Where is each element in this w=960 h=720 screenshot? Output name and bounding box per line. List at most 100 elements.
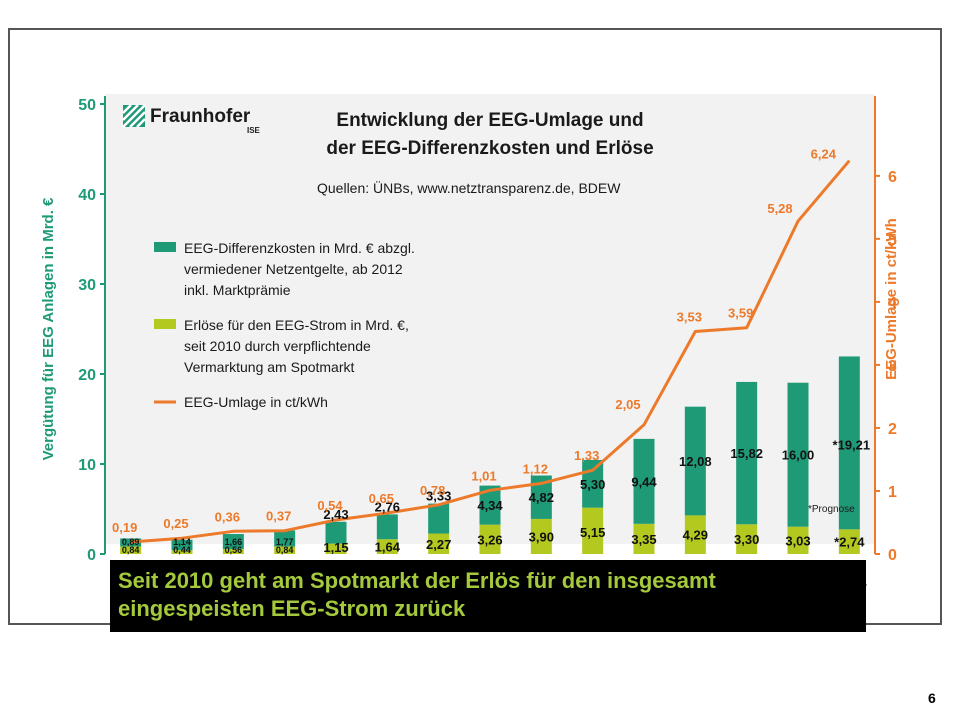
bar-erloese-2010 <box>633 523 655 554</box>
prognose-annotation: *Prognose <box>808 504 855 515</box>
y-tick-label-right-0: 0 <box>888 547 897 564</box>
y-tick-label-right-2: 2 <box>888 421 897 438</box>
y-tick-label-right-5: 5 <box>888 232 897 249</box>
bar-erloese-2003 <box>274 546 296 554</box>
label-erloese-2014: *2,74 <box>834 535 865 550</box>
bar-differenzkosten-2008 <box>530 475 552 519</box>
bar-erloese-2014 <box>838 529 860 554</box>
legend-text-diff-1: vermiedener Netzentgelte, ab 2012 <box>184 261 403 277</box>
label-umlage-2011: 3,53 <box>677 310 702 325</box>
legend-text-erl-1: seit 2010 durch verpflichtende <box>184 338 371 354</box>
bar-differenzkosten-2007 <box>479 485 501 525</box>
label-umlage-2000: 0,19 <box>112 520 137 535</box>
bar-erloese-2009 <box>582 507 604 554</box>
chart: Fraunhofer ISE Entwicklung der EEG-Umlag… <box>30 88 910 593</box>
label-differenzkosten-2012: 15,82 <box>730 446 763 461</box>
label-erloese-2012: 3,30 <box>734 532 759 547</box>
logo-sub: ISE <box>247 126 261 135</box>
bar-erloese-2012 <box>736 524 758 554</box>
caption-line2: eingespeisten EEG-Strom zurück <box>118 596 466 621</box>
label-umlage-2001: 0,25 <box>163 516 188 531</box>
label-erloese-2003: 0,84 <box>276 545 294 555</box>
y-tick-label-right-6: 6 <box>888 169 897 186</box>
label-erloese-2008: 3,90 <box>529 529 554 544</box>
bar-erloese-2004 <box>325 543 347 554</box>
label-differenzkosten-2009: 5,30 <box>580 477 605 492</box>
label-umlage-2010: 2,05 <box>615 397 640 412</box>
page-number: 6 <box>928 690 936 706</box>
bar-erloese-2001 <box>171 550 193 554</box>
bar-erloese-2013 <box>787 526 809 554</box>
bar-differenzkosten-2004 <box>325 521 347 544</box>
bar-differenzkosten-2010 <box>633 438 655 524</box>
bar-erloese-2007 <box>479 524 501 554</box>
label-umlage-2014: 6,24 <box>811 147 837 162</box>
legend-text-erl-2: Vermarktung am Spotmarkt <box>184 359 355 375</box>
label-umlage-2004: 0,54 <box>317 498 343 513</box>
label-umlage-2003: 0,37 <box>266 509 291 524</box>
label-erloese-2011: 4,29 <box>683 528 708 543</box>
bar-differenzkosten-2006 <box>428 503 450 534</box>
label-erloese-2010: 3,35 <box>631 532 656 547</box>
label-differenzkosten-2003: 1,77 <box>276 537 294 547</box>
bar-erloese-2008 <box>530 518 552 554</box>
y-tick-label-right-4: 4 <box>888 295 897 312</box>
bar-differenzkosten-2003 <box>274 530 296 547</box>
label-differenzkosten-2001: 1,14 <box>173 537 191 547</box>
legend-text-diff-0: EEG-Differenzkosten in Mrd. € abzgl. <box>184 240 415 256</box>
legend-swatch-diff <box>154 242 176 252</box>
y-tick-label-left-50: 50 <box>78 97 96 114</box>
bars <box>120 356 860 554</box>
label-erloese-2005: 1,64 <box>375 540 401 555</box>
label-umlage-2008: 1,12 <box>523 461 548 476</box>
slide-frame: Fraunhofer ISE Entwicklung der EEG-Umlag… <box>8 28 942 625</box>
y-axis-left-title: Vergütung für EEG Anlagen in Mrd. € <box>40 197 57 460</box>
legend-text-uml-0: EEG-Umlage in ct/kWh <box>184 394 328 410</box>
fraunhofer-logo-mark <box>122 104 146 128</box>
bar-erloese-2005 <box>376 539 398 554</box>
label-differenzkosten-2014: *19,21 <box>833 437 871 452</box>
bar-erloese-2006 <box>428 533 450 554</box>
bar-differenzkosten-2011 <box>684 406 706 516</box>
legend-swatch-erl <box>154 319 176 329</box>
umlage-line-path <box>130 159 851 544</box>
y-tick-label-left-30: 30 <box>78 277 96 294</box>
label-differenzkosten-2002: 1,66 <box>225 537 243 547</box>
label-umlage-2006: 0,78 <box>420 483 445 498</box>
y-tick-label-left-0: 0 <box>87 547 96 564</box>
label-umlage-2002: 0,36 <box>215 509 240 524</box>
bar-differenzkosten-2014 <box>838 356 860 530</box>
legend-text-erl-0: Erlöse für den EEG-Strom in Mrd. €, <box>184 317 409 333</box>
y-tick-label-left-20: 20 <box>78 367 96 384</box>
bar-erloese-2011 <box>684 515 706 554</box>
legend-text-diff-2: inkl. Marktprämie <box>184 282 291 298</box>
label-umlage-2012: 3,59 <box>728 306 753 321</box>
label-erloese-2007: 3,26 <box>477 532 502 547</box>
label-erloese-2004: 1,15 <box>323 540 348 555</box>
bar-erloese-2002 <box>222 548 244 554</box>
chart-title-line1: Entwicklung der EEG-Umlage und <box>336 110 643 131</box>
chart-svg: Fraunhofer ISE Entwicklung der EEG-Umlag… <box>40 94 900 592</box>
caption-line1: Seit 2010 geht am Spotmarkt der Erlös fü… <box>118 568 716 593</box>
bar-differenzkosten-2013 <box>787 382 809 527</box>
label-umlage-2005: 0,65 <box>369 491 394 506</box>
bar-erloese-2000 <box>120 546 142 554</box>
label-umlage-2007: 1,01 <box>471 468 496 483</box>
label-differenzkosten-2000: 0,89 <box>122 537 140 547</box>
y-tick-label-right-1: 1 <box>888 484 897 501</box>
label-erloese-2002: 0,56 <box>225 545 243 555</box>
bar-differenzkosten-2000 <box>120 538 142 547</box>
label-differenzkosten-2011: 12,08 <box>679 454 712 469</box>
label-erloese-2013: 3,03 <box>785 533 810 548</box>
label-differenzkosten-2007: 4,34 <box>477 498 503 513</box>
label-erloese-2006: 2,27 <box>426 537 451 552</box>
bar-differenzkosten-2012 <box>736 381 758 525</box>
data-labels: 0,840,890,190,441,140,250,561,660,360,84… <box>112 147 870 555</box>
chart-sources: Quellen: ÜNBs, www.netztransparenz.de, B… <box>317 179 621 196</box>
legend: EEG-Differenzkosten in Mrd. € abzgl. verm… <box>154 240 415 410</box>
label-differenzkosten-2013: 16,00 <box>782 448 815 463</box>
label-differenzkosten-2005: 2,76 <box>375 499 400 514</box>
chart-title-line2: der EEG-Differenzkosten und Erlöse <box>326 138 653 159</box>
bar-differenzkosten-2002 <box>222 534 244 549</box>
umlage-line <box>130 159 851 544</box>
